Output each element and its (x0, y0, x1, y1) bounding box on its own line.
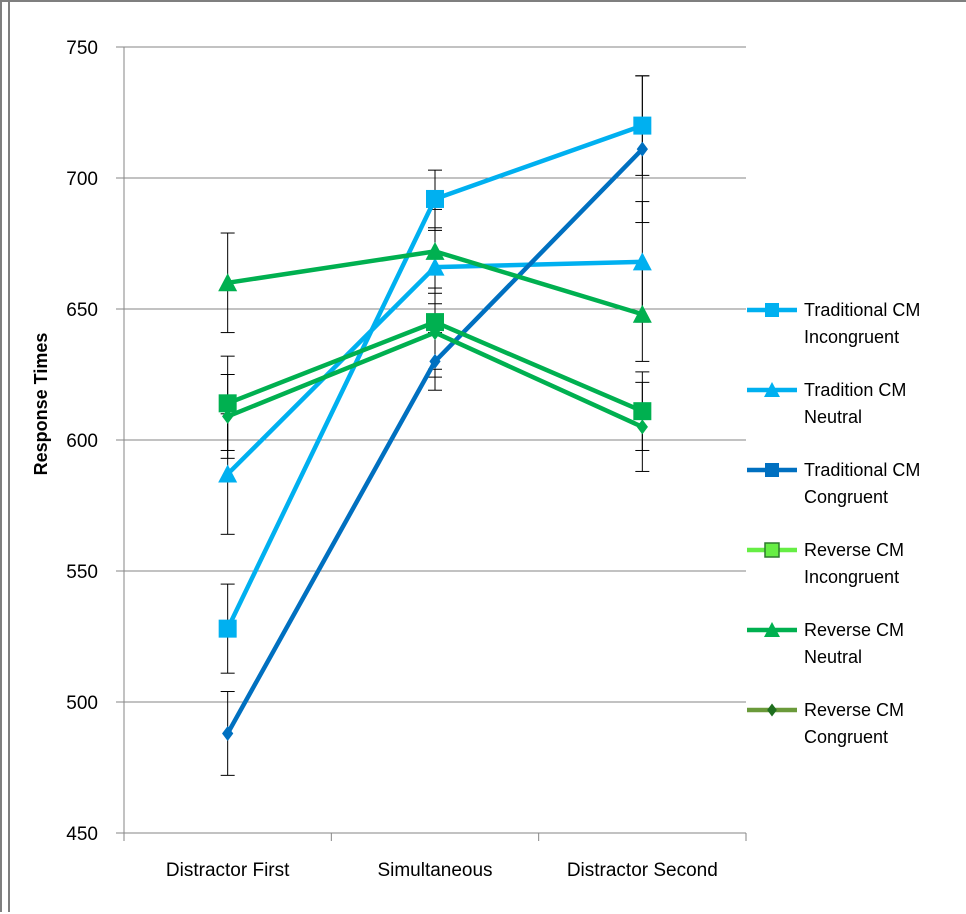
data-point (633, 116, 652, 135)
legend: Traditional CM Incongruent Tradition CM Neu… (747, 300, 920, 747)
legend-label: Neutral (804, 407, 862, 427)
legend-label: Neutral (804, 647, 862, 667)
legend-item: Reverse CM Congruent (747, 700, 904, 747)
data-point (426, 189, 444, 208)
data-point (218, 394, 237, 413)
legend-marker (765, 303, 779, 317)
y-tick-label: 450 (66, 824, 98, 845)
data-point (425, 257, 445, 276)
data-point (636, 141, 648, 157)
data-point (429, 325, 441, 341)
legend-label: Traditional CM (804, 300, 920, 320)
data-point (632, 252, 652, 271)
legend-marker (767, 703, 777, 717)
y-tick-label: 700 (66, 169, 98, 190)
x-tick-label: Simultaneous (377, 860, 492, 881)
y-tick-label: 600 (66, 431, 98, 452)
legend-marker (764, 622, 780, 637)
data-point (632, 304, 652, 323)
legend-label: Reverse CM (804, 540, 904, 560)
error-bars (220, 75, 650, 776)
legend-marker (764, 382, 780, 397)
y-tick-label: 500 (66, 693, 98, 714)
legend-label: Congruent (804, 487, 888, 507)
data-point (426, 313, 444, 332)
y-tick-label: 750 (66, 38, 98, 59)
legend-item: Reverse CM Neutral (747, 620, 904, 667)
legend-marker (764, 542, 780, 558)
gridlines (116, 46, 746, 834)
legend-label: Incongruent (804, 327, 899, 347)
data-point (636, 419, 648, 435)
legend-label: Reverse CM (804, 700, 904, 720)
data-point (218, 619, 237, 638)
legend-label: Incongruent (804, 567, 899, 587)
data-point (218, 273, 238, 292)
y-tick-label: 550 (66, 562, 98, 583)
series-markers (218, 116, 652, 741)
legend-label: Tradition CM (804, 380, 906, 400)
legend-item: Reverse CM Incongruent (747, 540, 904, 587)
data-point (218, 464, 238, 483)
legend-item: Tradition CM Neutral (747, 380, 906, 427)
axes: 450 500 550 600 650 700 750 Distractor First Sim… (66, 38, 747, 881)
legend-label: Reverse CM (804, 620, 904, 640)
x-tick-label: Distractor Second (567, 860, 718, 881)
y-tick-label: 650 (66, 300, 98, 321)
x-tick-label: Distractor First (166, 860, 290, 881)
data-point (633, 402, 652, 421)
legend-item: Traditional CM Congruent (747, 460, 920, 507)
legend-label: Traditional CM (804, 460, 920, 480)
legend-label: Congruent (804, 727, 888, 747)
legend-marker (765, 463, 779, 477)
data-point (222, 725, 234, 741)
legend-item: Traditional CM Incongruent (747, 300, 920, 347)
data-point (425, 241, 445, 260)
y-axis-title: Response Times (31, 333, 51, 476)
data-point (429, 353, 441, 369)
data-point (222, 408, 234, 424)
